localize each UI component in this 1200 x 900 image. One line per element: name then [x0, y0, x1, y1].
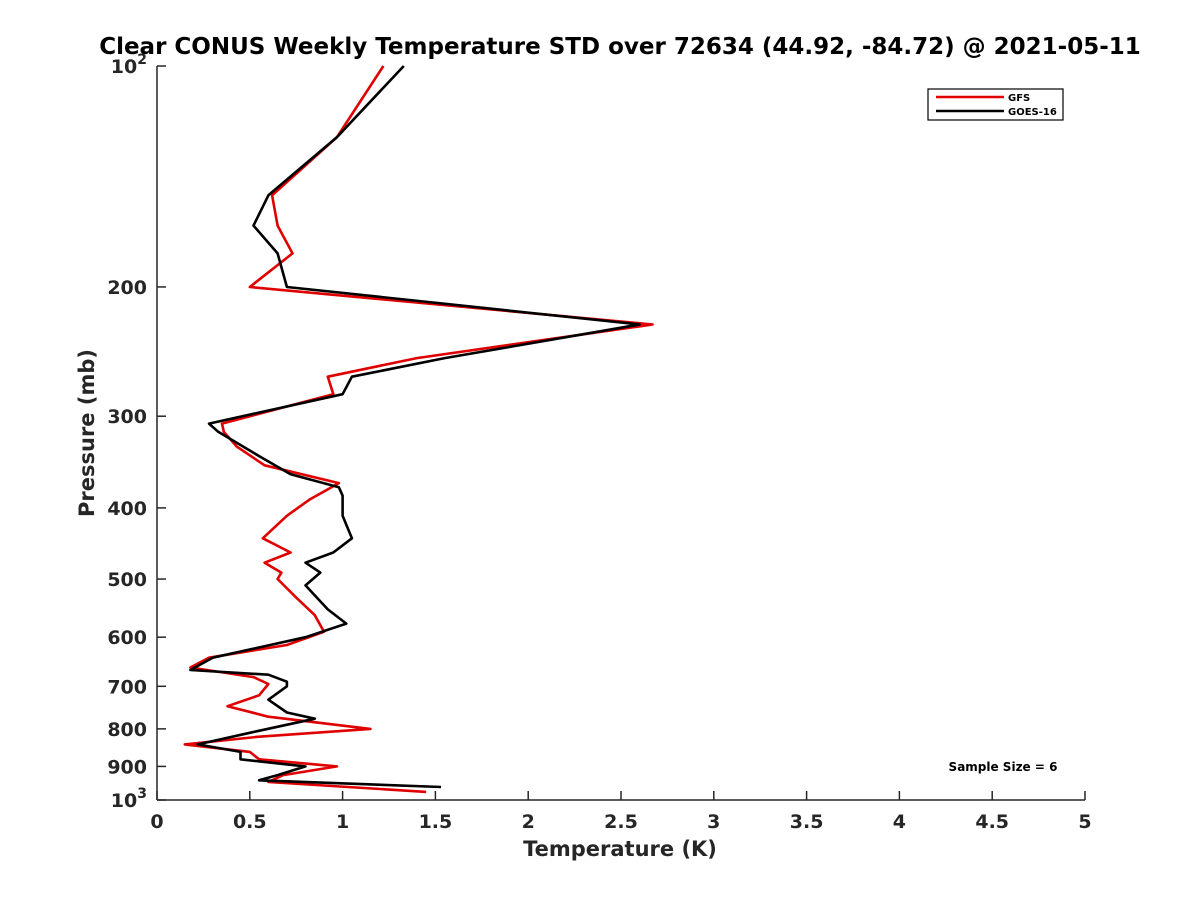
- x-tick-label: 3.5: [790, 811, 824, 833]
- y-tick-label: 700: [107, 676, 147, 698]
- y-tick-label: 103: [111, 786, 147, 812]
- sample-size-annotation: Sample Size = 6: [949, 760, 1058, 774]
- axes: [156, 66, 1085, 801]
- y-tick-label: 200: [107, 277, 147, 299]
- x-tick-label: 3: [707, 811, 720, 833]
- y-axis-ticks: 102 200 300 400 500 600 700 800 900 103: [107, 52, 166, 812]
- legend-label: GFS: [1008, 93, 1030, 104]
- series-line-gfs: [183, 65, 654, 794]
- x-axis-label: Temperature (K): [523, 837, 717, 861]
- x-tick-label: 1: [336, 811, 349, 833]
- y-tick-label: 600: [107, 627, 147, 649]
- plot-lines: [183, 65, 654, 794]
- y-tick-label: 800: [107, 719, 147, 741]
- legend-label: GOES-16: [1008, 107, 1057, 118]
- chart-title: Clear CONUS Weekly Temperature STD over …: [99, 34, 1141, 60]
- x-tick-label: 2: [522, 811, 535, 833]
- x-axis-ticks: 0 0.5 1 1.5 2 2.5 3 3.5 4 4.5 5: [150, 791, 1092, 833]
- x-tick-label: 4: [893, 811, 906, 833]
- legend: GFS GOES-16: [927, 88, 1064, 121]
- y-axis-label: Pressure (mb): [75, 349, 99, 517]
- y-tick-label: 102: [111, 52, 147, 78]
- y-tick-label: 400: [107, 498, 147, 520]
- x-tick-label: 2.5: [604, 811, 638, 833]
- y-tick-label: 300: [107, 406, 147, 428]
- x-tick-label: 1.5: [419, 811, 453, 833]
- y-tick-label: 900: [107, 756, 147, 778]
- legend-box: [927, 88, 1064, 121]
- x-tick-label: 4.5: [975, 811, 1009, 833]
- y-tick-label: 500: [107, 569, 147, 591]
- x-tick-label: 0.5: [233, 811, 267, 833]
- x-tick-label: 0: [150, 811, 163, 833]
- x-tick-label: 5: [1078, 811, 1091, 833]
- series-line-goes-16: [189, 65, 641, 789]
